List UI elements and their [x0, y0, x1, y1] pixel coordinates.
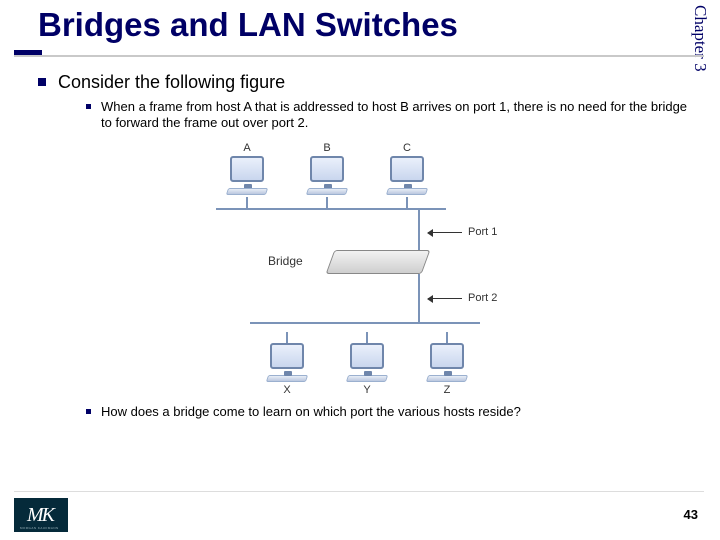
drop-cable	[446, 332, 448, 343]
host-Y: Y	[340, 330, 394, 396]
body: Consider the following figure When a fra…	[38, 72, 690, 138]
bridge-uplink-2	[418, 274, 420, 322]
bullet-lvl2: When a frame from host A that is address…	[86, 99, 690, 132]
keyboard-icon	[306, 188, 348, 195]
drop-cable	[366, 332, 368, 343]
bridge-uplink-1	[418, 208, 420, 250]
keyboard-icon	[346, 375, 388, 382]
drop-cable	[326, 197, 328, 208]
port2-label: Port 2	[468, 292, 497, 304]
monitor-icon	[270, 343, 304, 369]
bullet-lvl2b-text: How does a bridge come to learn on which…	[101, 404, 521, 420]
page-number: 43	[684, 507, 698, 522]
keyboard-icon	[426, 375, 468, 382]
host-Z: Z	[420, 330, 474, 396]
host-A: A	[220, 142, 274, 208]
title-underline-thin	[14, 55, 704, 57]
bus-segment-top	[216, 208, 446, 210]
bus-segment-bottom	[250, 322, 480, 324]
host-label: Y	[340, 384, 394, 396]
port1-label: Port 1	[468, 226, 497, 238]
drop-cable	[246, 197, 248, 208]
footer-divider	[14, 491, 704, 492]
monitor-icon	[390, 156, 424, 182]
bullet-lvl1: Consider the following figure	[38, 72, 690, 93]
publisher-logo: M K MORGAN KAUFMANN	[14, 498, 68, 532]
chapter-label-text: Chapter 3	[690, 5, 710, 72]
monitor-icon	[350, 343, 384, 369]
host-label: X	[260, 384, 314, 396]
bridge-label: Bridge	[268, 254, 303, 268]
port1-callout: Port 1	[428, 226, 497, 238]
chapter-label-vertical: Chapter 3	[688, 5, 716, 115]
logo-subtext: MORGAN KAUFMANN	[20, 526, 59, 530]
page-title: Bridges and LAN Switches	[38, 6, 660, 44]
logo-letter-k: K	[42, 504, 55, 527]
host-label: A	[220, 142, 274, 154]
bullet-square-icon	[86, 409, 91, 414]
drop-cable	[286, 332, 288, 343]
bullet-lvl2a-text: When a frame from host A that is address…	[101, 99, 690, 132]
bullet-lvl2: How does a bridge come to learn on which…	[86, 404, 690, 420]
monitor-icon	[230, 156, 264, 182]
network-figure: A B C Bridge Port 1 Port 2	[210, 142, 510, 382]
bullet-block-2: How does a bridge come to learn on which…	[38, 398, 690, 426]
keyboard-icon	[386, 188, 428, 195]
monitor-icon	[430, 343, 464, 369]
keyboard-icon	[266, 375, 308, 382]
bullet-lvl1-text: Consider the following figure	[58, 72, 285, 93]
arrow-left-icon	[428, 298, 462, 299]
host-label: Z	[420, 384, 474, 396]
bullet-square-icon	[38, 78, 46, 86]
host-C: C	[380, 142, 434, 208]
port2-callout: Port 2	[428, 292, 497, 304]
bullet-square-icon	[86, 104, 91, 109]
host-B: B	[300, 142, 354, 208]
monitor-icon	[310, 156, 344, 182]
title-wrap: Bridges and LAN Switches	[38, 6, 660, 44]
drop-cable	[406, 197, 408, 208]
keyboard-icon	[226, 188, 268, 195]
slide: Chapter 3 Bridges and LAN Switches Consi…	[0, 0, 720, 540]
host-label: C	[380, 142, 434, 154]
host-label: B	[300, 142, 354, 154]
arrow-left-icon	[428, 232, 462, 233]
host-X: X	[260, 330, 314, 396]
bridge-device-icon	[326, 250, 431, 274]
